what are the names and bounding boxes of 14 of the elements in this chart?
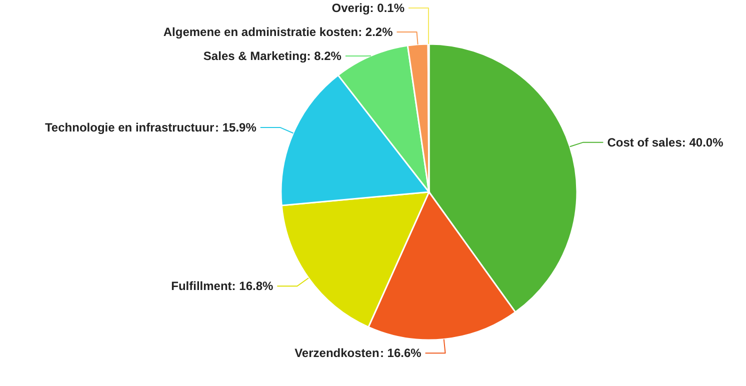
data-label: : 8.2% (306, 49, 342, 63)
data-label: : 16.6% (380, 346, 422, 360)
slice-label: Sales & Marketing (203, 49, 307, 63)
slice-label: Cost of sales (607, 135, 682, 150)
data-label: : 15.9% (215, 120, 257, 135)
slice-label: Fulfillment (171, 279, 232, 294)
slice-label: Algemene en administratie kosten (163, 25, 358, 39)
slice-label: Verzendkosten (294, 346, 380, 360)
slice-label: Technologie en infrastructuur (44, 120, 214, 135)
data-label: : 40.0% (682, 135, 724, 150)
data-label: : 0.1% (370, 1, 405, 15)
slice-label: Overig (332, 1, 370, 15)
data-label: : 2.2% (358, 25, 394, 39)
data-label: : 16.8% (232, 279, 274, 294)
